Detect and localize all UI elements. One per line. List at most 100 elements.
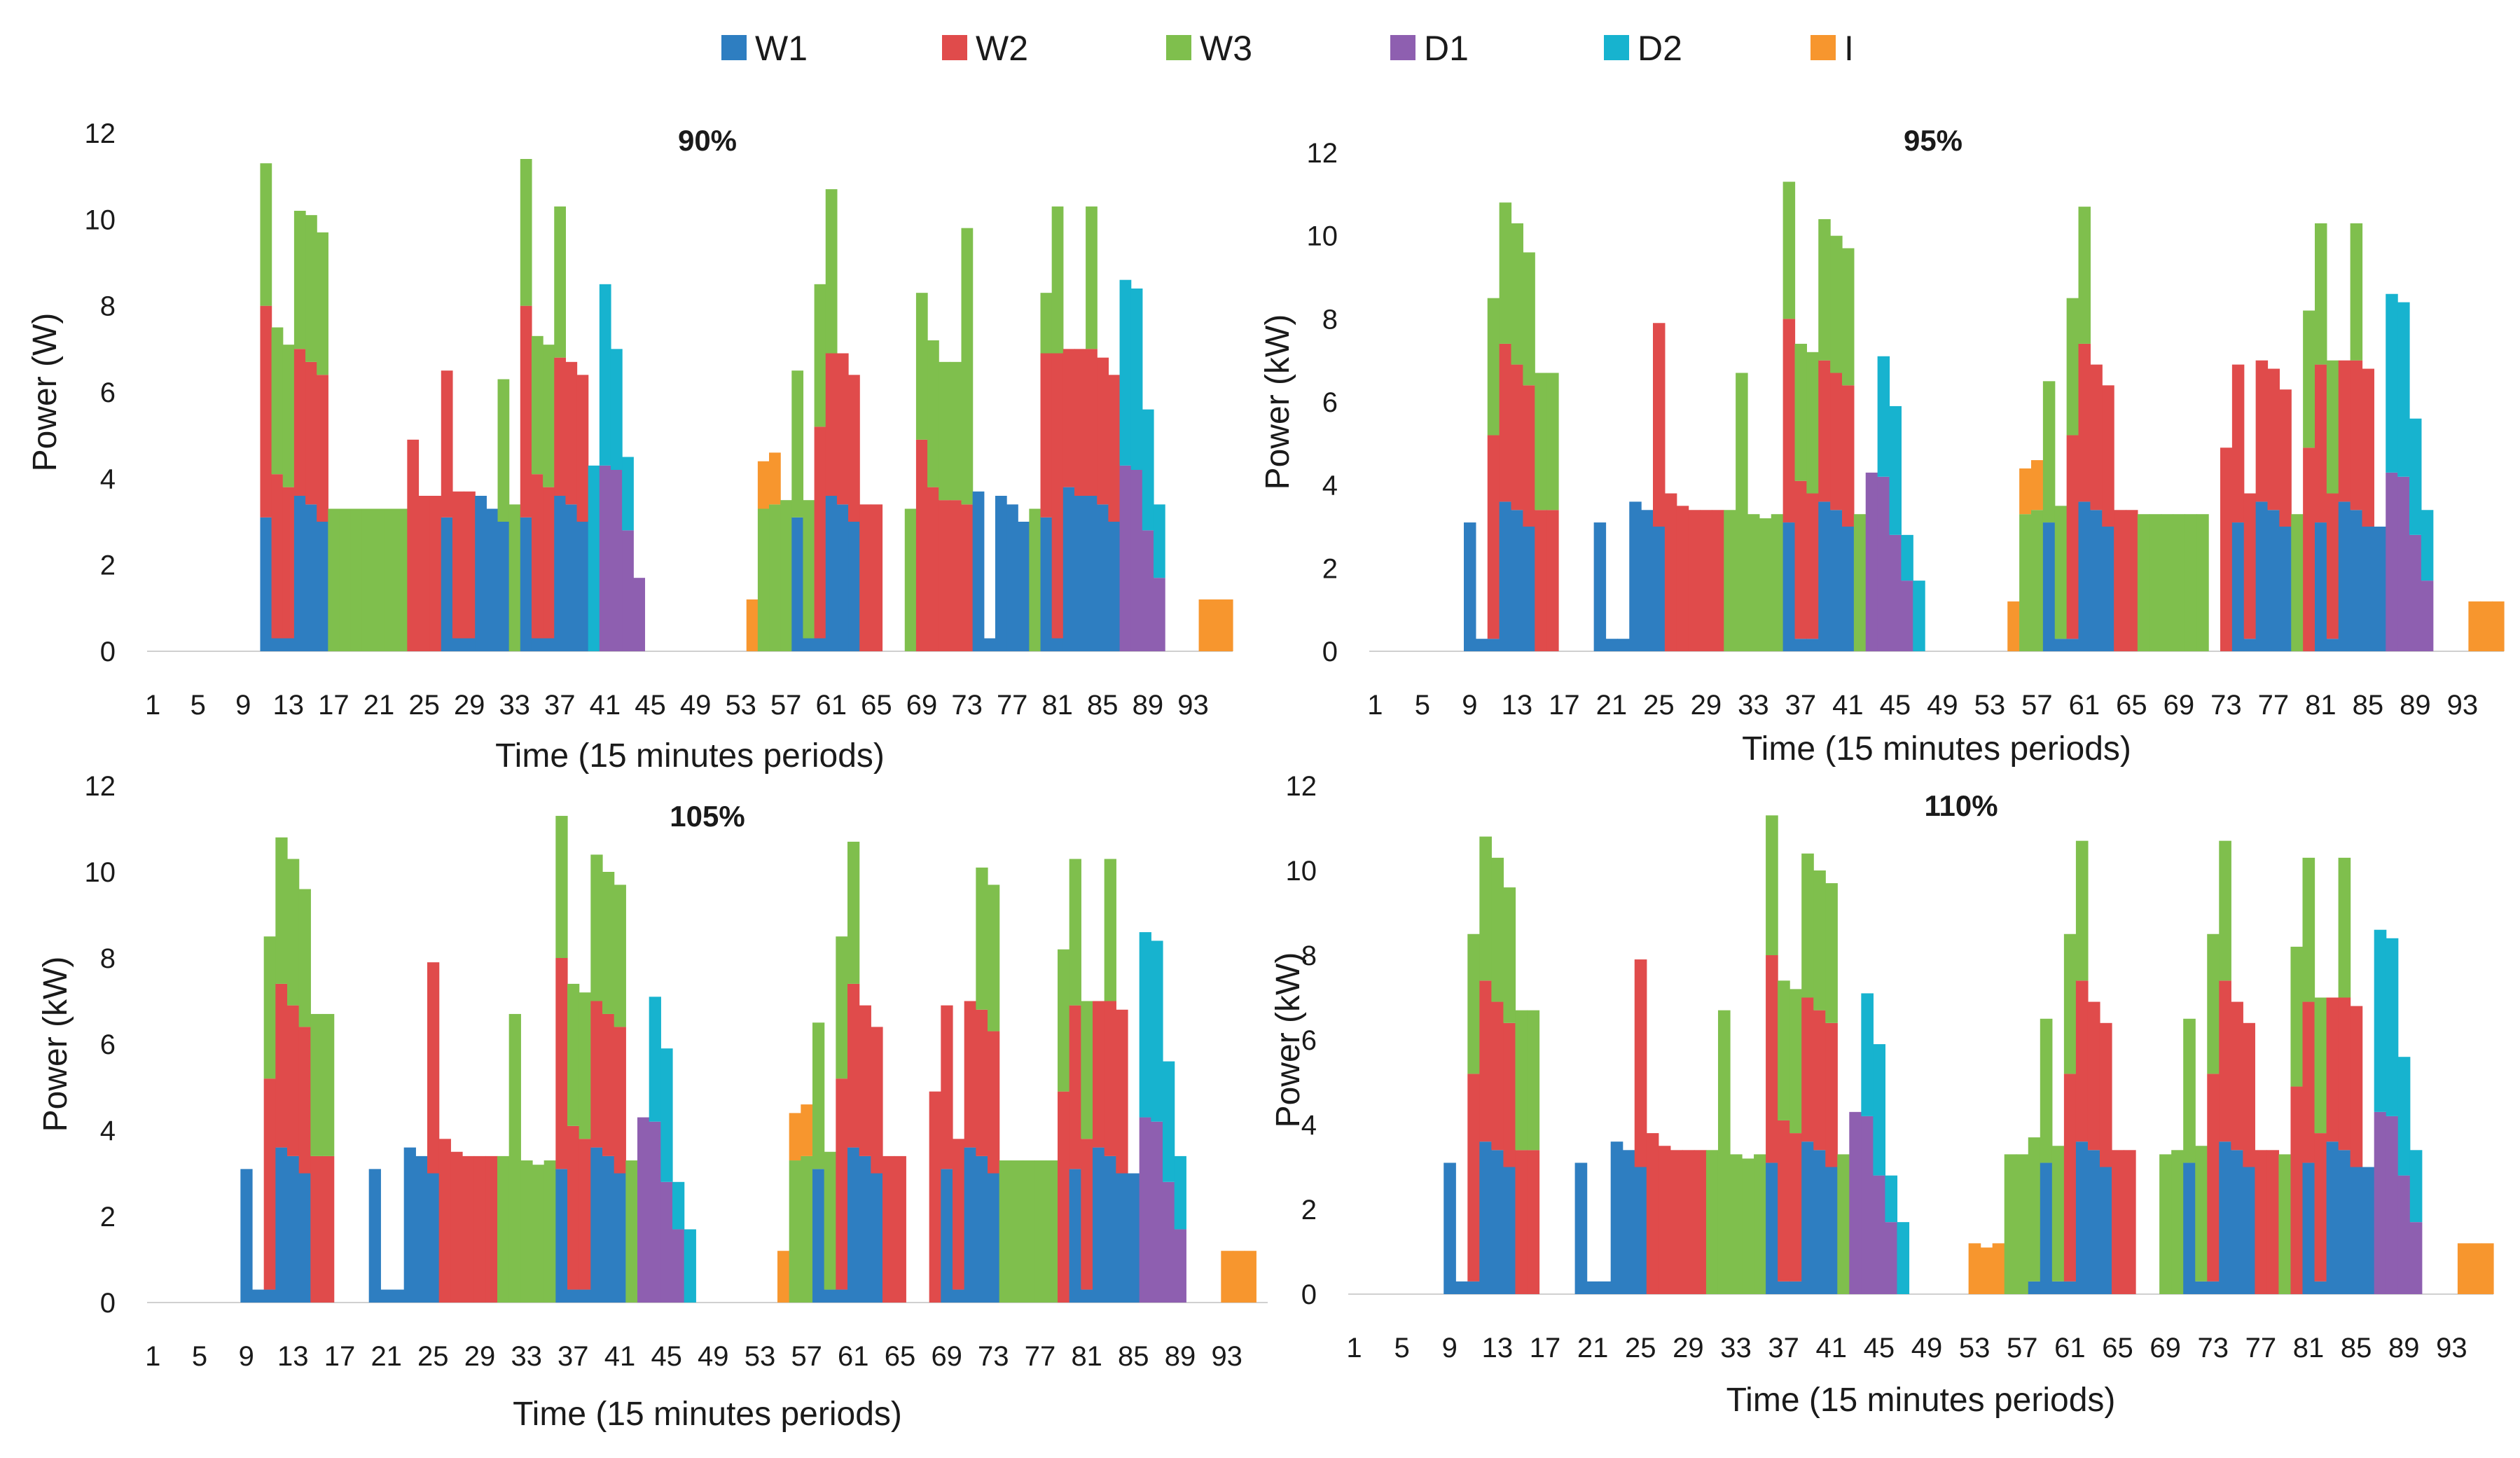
- bar-w3: [847, 841, 860, 984]
- bar-d2: [599, 284, 611, 466]
- bar-d2: [1889, 405, 1902, 535]
- bar-w3: [2016, 1154, 2029, 1294]
- bar-d1: [610, 470, 623, 651]
- bar-w2: [882, 1155, 895, 1303]
- bar-w1: [1629, 501, 1642, 651]
- bar-w3: [554, 206, 566, 358]
- bar-w2: [567, 1125, 580, 1290]
- bar-w2: [2066, 435, 2079, 639]
- bar-d1: [599, 465, 611, 651]
- bar-w1: [576, 522, 589, 651]
- bar-w2: [1051, 353, 1064, 639]
- bar-w3: [927, 340, 939, 487]
- bar-d1: [1885, 1222, 1898, 1294]
- x-tick-label: 85: [2341, 1333, 2372, 1363]
- y-tick-label: 6: [1301, 1025, 1317, 1056]
- bar-d2: [1901, 534, 1913, 581]
- legend-swatch-i: [1811, 35, 1836, 60]
- bar-w2: [2266, 1150, 2280, 1294]
- bar-w1: [287, 1155, 300, 1303]
- bar-i: [1221, 1251, 1233, 1303]
- chart-panel-90: 0 2 4 6 8 10 12 1 5 9 13 17 21 25 29 33 37 41 45 49 53 57 61 65…: [27, 118, 1233, 775]
- bar-w1: [555, 1169, 568, 1303]
- bar-w3: [2315, 223, 2327, 365]
- bar-w2: [1546, 510, 1559, 651]
- bar-w2: [407, 439, 420, 651]
- bar-w2: [2255, 1150, 2268, 1294]
- bar-w3: [1104, 859, 1116, 1001]
- x-tick-label: 73: [978, 1341, 1009, 1372]
- y-tick-label: 6: [1322, 387, 1338, 418]
- bar-d1: [660, 1181, 673, 1303]
- bar-w3: [1491, 857, 1504, 1002]
- x-tick-label: 17: [318, 690, 349, 721]
- bar-i: [2019, 468, 2032, 515]
- bar-w1: [317, 522, 328, 651]
- x-tick-label: 9: [235, 690, 251, 721]
- bar-w1: [2231, 522, 2245, 651]
- chart-title: 95%: [1904, 124, 1962, 157]
- bar-w2: [2243, 493, 2257, 639]
- bar-w3: [915, 293, 928, 440]
- bar-w1: [1523, 527, 1535, 651]
- bar-w2: [2231, 364, 2245, 523]
- bar-d2: [1130, 289, 1143, 470]
- bar-w2: [929, 1091, 941, 1303]
- bar-w3: [497, 379, 510, 522]
- bar-w2: [298, 1027, 311, 1174]
- bar-d1: [1139, 1117, 1151, 1303]
- y-tick-label: 4: [1301, 1110, 1317, 1141]
- bar-w3: [520, 1160, 533, 1303]
- bar-w3: [544, 1160, 556, 1303]
- bar-w2: [871, 504, 883, 651]
- bar-w2: [2267, 368, 2280, 511]
- bar-w3: [497, 1155, 510, 1303]
- bar-w2: [1646, 1133, 1659, 1294]
- bar-w2: [1694, 1150, 1707, 1294]
- bar-w1: [1825, 1167, 1838, 1294]
- legend-swatch-w1: [721, 35, 747, 60]
- bar-w2: [976, 1009, 988, 1156]
- bar-w1: [1574, 1162, 1588, 1294]
- bar-w3: [1011, 1160, 1023, 1303]
- bar-w1: [1806, 639, 1819, 651]
- bar-w2: [1093, 1001, 1105, 1148]
- y-tick-label: 8: [100, 291, 116, 322]
- legend-swatch-d2: [1604, 35, 1629, 60]
- bar-w3: [789, 1160, 801, 1303]
- legend: W1 W2 W3 D1 D2 I: [721, 29, 1854, 68]
- bar-w3: [2183, 1018, 2196, 1163]
- y-axis-label: Power (kW): [37, 957, 74, 1132]
- bar-w1: [2267, 510, 2280, 651]
- bar-w1: [1040, 517, 1053, 651]
- x-tick-label: 1: [145, 1341, 160, 1372]
- x-tick-label: 21: [1596, 690, 1628, 721]
- bar-w1: [368, 1169, 381, 1303]
- bar-w1: [847, 1147, 860, 1303]
- bar-w3: [567, 983, 580, 1126]
- bar-w1: [2219, 1141, 2231, 1294]
- bar-w2: [2075, 980, 2089, 1142]
- bar-w3: [1058, 949, 1070, 1092]
- bar-w3: [2196, 514, 2209, 651]
- bar-w3: [2278, 1154, 2292, 1294]
- x-tick-label: 53: [745, 1341, 776, 1372]
- bar-w1: [848, 522, 860, 651]
- bar-w1: [1464, 522, 1476, 651]
- bar-w3: [590, 854, 603, 1001]
- bar-w3: [1825, 883, 1838, 1023]
- bar-w1: [1051, 638, 1064, 651]
- bar-d2: [2397, 302, 2410, 477]
- bar-w1: [995, 496, 1007, 651]
- bar-i: [1980, 1247, 1993, 1294]
- bar-w2: [2362, 368, 2374, 527]
- bar-w3: [2075, 840, 2089, 981]
- bar-w1: [824, 1289, 836, 1303]
- bar-w3: [780, 500, 792, 651]
- bar-d2: [1119, 279, 1132, 466]
- bar-w1: [579, 1289, 591, 1303]
- bar-w3: [950, 361, 962, 501]
- bar-w3: [2173, 514, 2185, 651]
- bar-w2: [322, 1155, 335, 1303]
